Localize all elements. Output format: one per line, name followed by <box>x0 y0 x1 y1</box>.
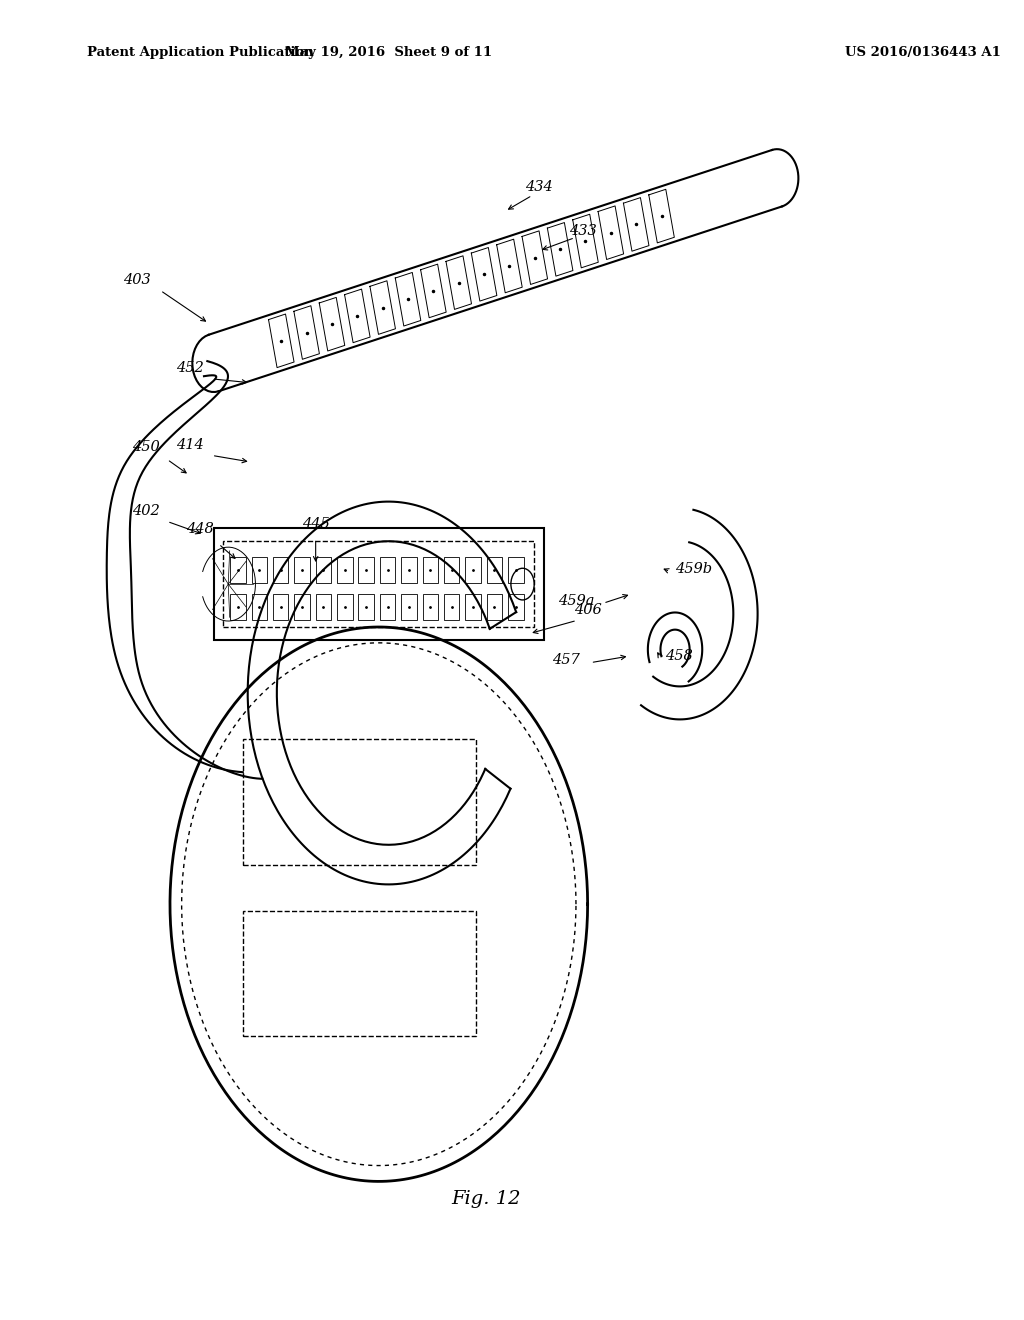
Bar <box>443 594 460 620</box>
Bar <box>358 557 374 583</box>
Bar <box>358 594 374 620</box>
Bar <box>337 557 352 583</box>
Text: 402: 402 <box>132 504 161 517</box>
Bar <box>465 594 481 620</box>
Bar <box>294 557 310 583</box>
Bar <box>252 557 267 583</box>
Text: 448: 448 <box>186 523 214 536</box>
Bar <box>315 557 331 583</box>
Bar <box>315 594 331 620</box>
Text: Patent Application Publication: Patent Application Publication <box>87 46 314 59</box>
Bar <box>337 594 352 620</box>
Text: 459a: 459a <box>558 594 594 607</box>
Text: May 19, 2016  Sheet 9 of 11: May 19, 2016 Sheet 9 of 11 <box>285 46 493 59</box>
Bar <box>243 739 476 865</box>
Text: Fig. 12: Fig. 12 <box>451 1189 520 1208</box>
Bar <box>294 594 310 620</box>
Text: US 2016/0136443 A1: US 2016/0136443 A1 <box>845 46 1000 59</box>
Bar <box>401 594 417 620</box>
Text: 433: 433 <box>569 224 597 238</box>
Bar <box>230 557 246 583</box>
Bar <box>486 557 502 583</box>
Bar <box>508 594 523 620</box>
Bar <box>486 594 502 620</box>
Bar <box>243 911 476 1036</box>
Text: 403: 403 <box>123 273 151 286</box>
Bar <box>423 557 438 583</box>
Text: 457: 457 <box>552 653 580 667</box>
Bar <box>273 594 289 620</box>
Bar <box>230 594 246 620</box>
Bar <box>380 557 395 583</box>
Text: 459b: 459b <box>675 562 712 576</box>
Text: 445: 445 <box>302 517 330 531</box>
Text: 414: 414 <box>176 438 204 451</box>
Text: 406: 406 <box>573 603 601 616</box>
Bar <box>273 557 289 583</box>
Bar <box>423 594 438 620</box>
Text: 450: 450 <box>132 441 161 454</box>
Bar <box>465 557 481 583</box>
Bar <box>252 594 267 620</box>
Bar <box>508 557 523 583</box>
Bar <box>443 557 460 583</box>
Text: 458: 458 <box>666 649 693 663</box>
Bar <box>380 594 395 620</box>
Bar <box>401 557 417 583</box>
Text: 434: 434 <box>525 181 553 194</box>
Text: 452: 452 <box>176 362 204 375</box>
